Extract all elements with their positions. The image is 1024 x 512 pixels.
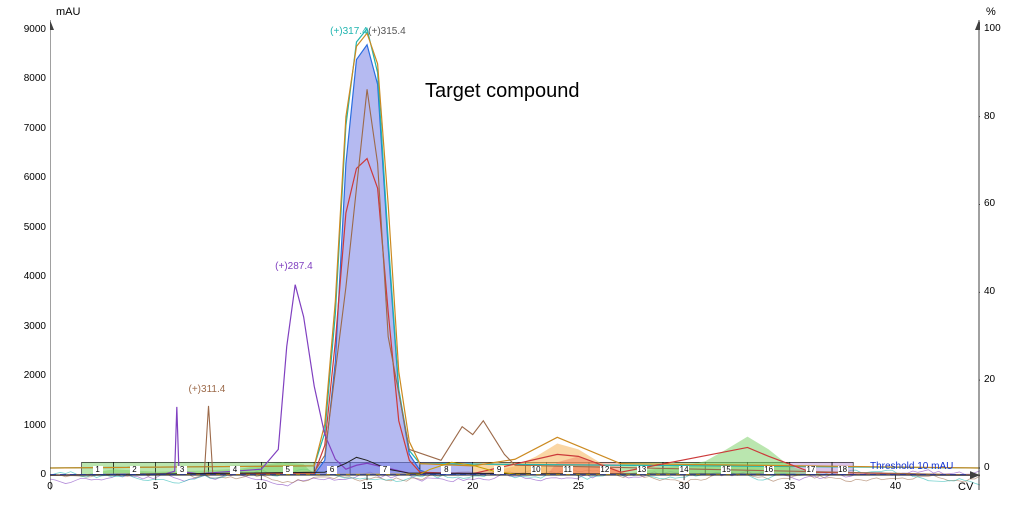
fraction-11: 11 <box>563 466 573 474</box>
yLtick-9000: 9000 <box>8 24 46 35</box>
fraction-17: 17 <box>806 466 816 474</box>
fraction-2: 2 <box>130 466 140 474</box>
yLtick-8000: 8000 <box>8 73 46 84</box>
yRtick-60: 60 <box>984 198 1010 209</box>
target-compound-annotation: Target compound <box>425 80 580 103</box>
fraction-13: 13 <box>637 466 647 474</box>
peak-label-1: (+)315.4 <box>368 26 406 37</box>
yRtick-100: 100 <box>984 23 1010 34</box>
xtick-5: 5 <box>146 481 166 492</box>
fraction-5: 5 <box>283 466 293 474</box>
chromatogram-plot: 123456789101112131415161718Threshold 10 … <box>50 20 980 490</box>
fraction-7: 7 <box>380 466 390 474</box>
xtick-10: 10 <box>251 481 271 492</box>
yLtick-4000: 4000 <box>8 271 46 282</box>
fraction-15: 15 <box>721 466 731 474</box>
yLtick-0: 0 <box>8 469 46 480</box>
xtick-0: 0 <box>40 481 60 492</box>
xtick-20: 20 <box>463 481 483 492</box>
fraction-12: 12 <box>600 466 610 474</box>
fraction-9: 9 <box>494 466 504 474</box>
peak-label-2: (+)287.4 <box>275 261 313 272</box>
xtick-25: 25 <box>568 481 588 492</box>
yLtick-5000: 5000 <box>8 222 46 233</box>
y-left-label: mAU <box>56 6 80 18</box>
peak-label-0: (+)317.4 <box>330 26 368 37</box>
fraction-18: 18 <box>838 466 848 474</box>
x-label: CV <box>958 481 973 493</box>
fraction-16: 16 <box>764 466 774 474</box>
fraction-14: 14 <box>679 466 689 474</box>
xtick-35: 35 <box>780 481 800 492</box>
yLtick-6000: 6000 <box>8 172 46 183</box>
xtick-30: 30 <box>674 481 694 492</box>
yRtick-80: 80 <box>984 111 1010 122</box>
xtick-15: 15 <box>357 481 377 492</box>
yLtick-2000: 2000 <box>8 370 46 381</box>
fraction-10: 10 <box>531 466 541 474</box>
yRtick-20: 20 <box>984 374 1010 385</box>
yLtick-1000: 1000 <box>8 420 46 431</box>
fraction-4: 4 <box>230 466 240 474</box>
yRtick-40: 40 <box>984 286 1010 297</box>
fraction-8: 8 <box>441 466 451 474</box>
fraction-3: 3 <box>177 466 187 474</box>
threshold-label: Threshold 10 mAU <box>870 461 953 472</box>
yLtick-3000: 3000 <box>8 321 46 332</box>
y-right-label: % <box>986 6 996 18</box>
fraction-6: 6 <box>327 466 337 474</box>
yRtick-0: 0 <box>984 462 1010 473</box>
yLtick-7000: 7000 <box>8 123 46 134</box>
fraction-1: 1 <box>93 466 103 474</box>
xtick-40: 40 <box>885 481 905 492</box>
peak-label-3: (+)311.4 <box>189 384 226 395</box>
